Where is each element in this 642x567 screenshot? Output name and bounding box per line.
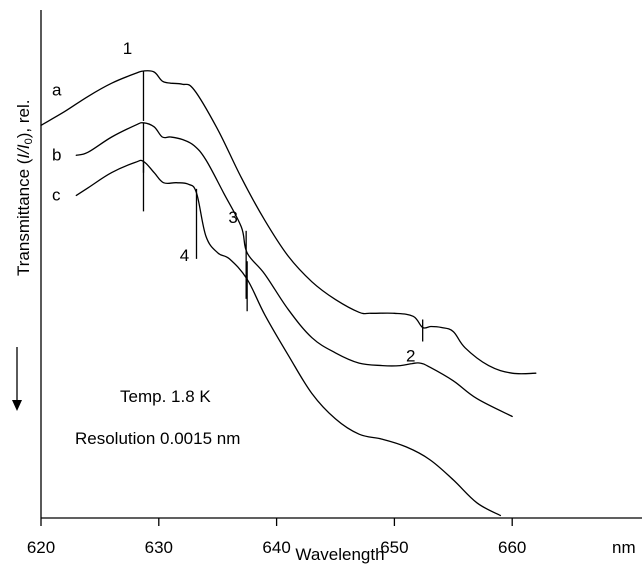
- marker-label-1: 1: [123, 39, 132, 58]
- markers: 1 2 3 4: [123, 39, 424, 366]
- curve-b: [75, 122, 513, 418]
- curves: [40, 70, 537, 517]
- curve-label-a: a: [52, 80, 62, 99]
- marker-label-3: 3: [228, 208, 237, 227]
- x-tick-label: 630: [145, 538, 173, 557]
- y-axis-arrow: [12, 347, 22, 411]
- x-tick-label: 660: [498, 538, 526, 557]
- x-axis-title: Wavelength: [295, 545, 384, 564]
- y-axis-title-prefix: Transmittance (: [14, 158, 33, 276]
- marker-label-4: 4: [180, 246, 189, 265]
- curve-a: [40, 70, 537, 375]
- x-ticks: [40, 518, 513, 526]
- curve-labels: a b c: [52, 80, 62, 204]
- y-axis-title: Transmittance (I/I0), rel.: [14, 100, 35, 277]
- axes: [40, 10, 642, 519]
- x-tick-label: 620: [27, 538, 55, 557]
- resolution-annotation: Resolution 0.0015 nm: [75, 429, 240, 448]
- x-tick-label: 650: [380, 538, 408, 557]
- y-axis-title-group: Transmittance (I/I0), rel.: [14, 100, 35, 277]
- marker-label-2: 2: [406, 347, 415, 366]
- curve-label-b: b: [52, 145, 61, 164]
- y-axis-title-ratio: I/I: [14, 144, 33, 158]
- curve-c: [75, 159, 502, 517]
- y-axis-title-sub: 0: [23, 138, 35, 144]
- x-unit-label: nm: [612, 538, 636, 557]
- y-axis-title-suffix: ), rel.: [14, 100, 33, 139]
- x-tick-label: 640: [262, 538, 290, 557]
- x-tick-labels: 620 630 640 650 660: [27, 538, 527, 557]
- y-axis-arrow-head: [12, 400, 22, 411]
- temperature-annotation: Temp. 1.8 K: [120, 387, 211, 406]
- curve-label-c: c: [52, 185, 61, 204]
